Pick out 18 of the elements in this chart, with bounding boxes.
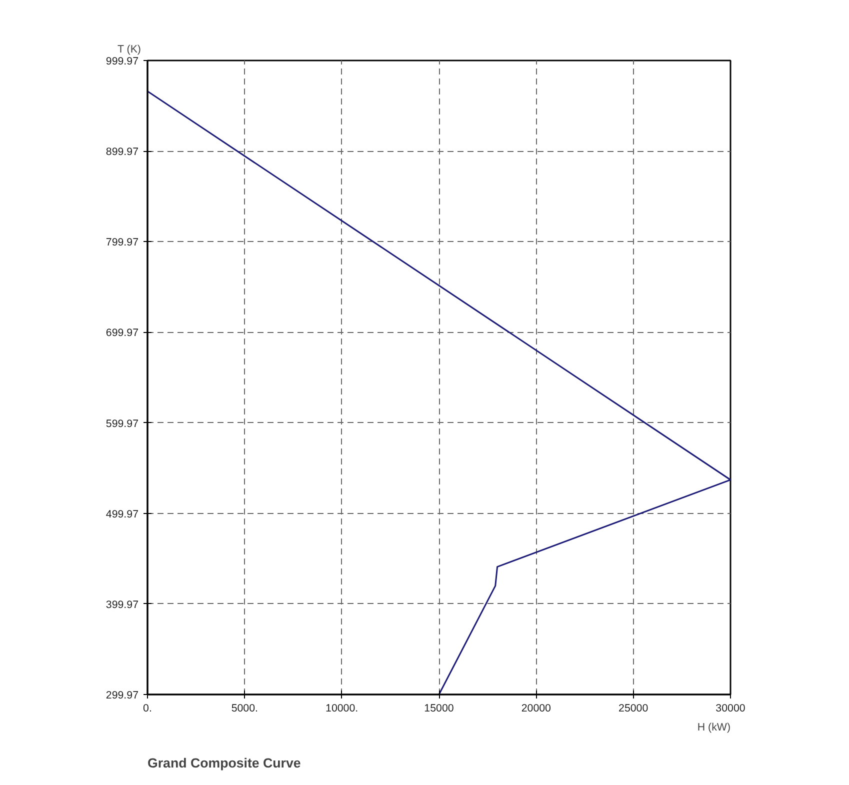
x-tick-label: 15000: [424, 702, 454, 714]
y-tick-label: 999.97: [106, 56, 139, 68]
text: Grand Composite Curve: [148, 756, 301, 770]
x-tick-label: 25000: [618, 702, 648, 714]
y-tick-label: 499.97: [106, 508, 139, 520]
y-tick-label: 899.97: [106, 146, 139, 158]
y-tick-label: 599.97: [106, 418, 139, 430]
y-axis-title: T (K): [118, 44, 141, 56]
y-tick-label: 799.97: [106, 236, 139, 249]
x-tick-label: 20000: [521, 702, 552, 714]
x-tick-label: 0.: [143, 702, 152, 714]
y-tick-label: 699.97: [106, 327, 139, 340]
x-tick-label: 5000.: [231, 702, 258, 714]
x-tick-label: 30000: [716, 702, 746, 714]
y-tick-label: 299.97: [106, 690, 139, 702]
x-axis-title: H (kW): [697, 722, 730, 734]
x-tick-label: 10000.: [326, 702, 358, 714]
y-tick-label: 399.97: [106, 598, 139, 611]
